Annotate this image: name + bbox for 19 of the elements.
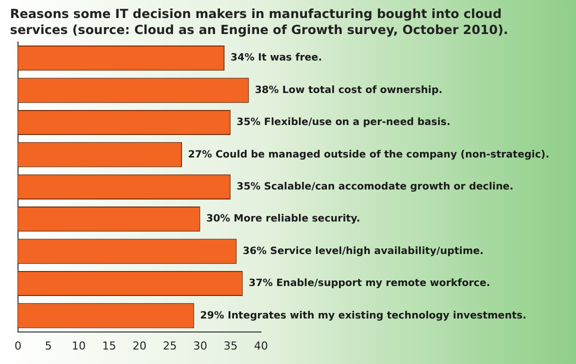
text: 35% Flexible/use on a per-need basis. — [236, 117, 450, 128]
x-tick-label: 0 — [14, 339, 22, 352]
chart-title: Reasons some IT decision makers in manufacturing bought into cloud services (source: Cloud as an Engine of Growth survey, October 2010). — [10, 6, 510, 38]
x-tick-label: 10 — [72, 339, 86, 352]
text: 38% Low total cost of ownership. — [254, 84, 442, 96]
text: 35% Scalable/can accomodate growth or decline. — [236, 181, 514, 192]
text: 27% Could be managed outside of the company (non-strategic). — [188, 149, 550, 160]
text: 29% Integrates with my existing technology investments. — [200, 310, 526, 322]
x-tick-label: 30 — [193, 339, 208, 352]
x-tick-label: 15 — [102, 339, 116, 352]
text: 36% Service level/high availability/uptime. — [242, 246, 484, 257]
text: 30% More reliable security. — [206, 214, 360, 225]
x-tick-label: 25 — [162, 339, 177, 352]
text: 34% It was free. — [230, 52, 322, 64]
x-tick-label: 40 — [254, 339, 268, 352]
x-tick-label: 5 — [44, 339, 52, 352]
text: 37% Enable/support my remote workforce. — [248, 278, 490, 290]
x-tick-label: 35 — [224, 339, 238, 352]
x-tick-label: 20 — [132, 339, 146, 352]
